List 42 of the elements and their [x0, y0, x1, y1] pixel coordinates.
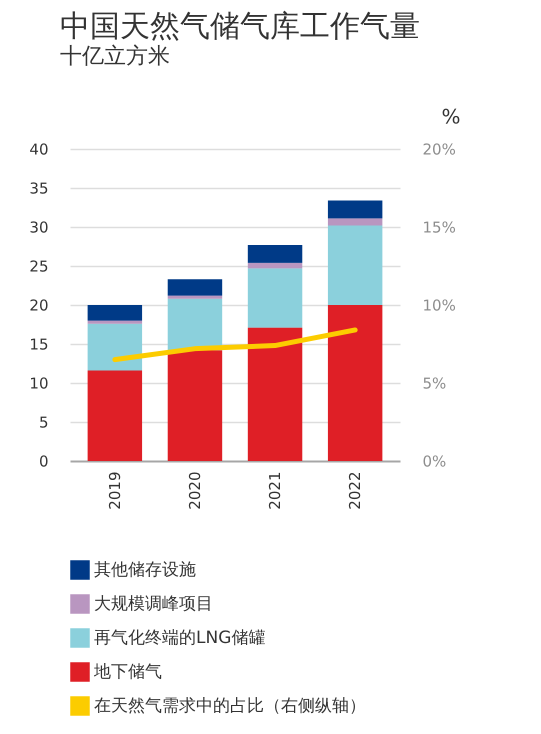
x-tick-label: 2019 — [106, 472, 124, 510]
bar — [328, 305, 382, 461]
bar — [88, 305, 142, 321]
y2-tick-label: 0% — [422, 452, 446, 470]
bar — [88, 370, 142, 461]
y-tick-label: 10 — [29, 374, 48, 392]
legend-label: 地下储气 — [93, 662, 162, 682]
y2-axis-title: % — [441, 104, 460, 128]
x-tick-label: 2020 — [186, 472, 204, 510]
y2-tick-label: 20% — [422, 140, 456, 158]
y2-tick-label: 10% — [422, 296, 456, 314]
y-tick-label: 20 — [29, 296, 48, 314]
legend-label: 大规模调峰项目 — [94, 594, 213, 614]
x-tick-label: 2021 — [266, 472, 284, 510]
legend-label: 在天然气需求中的占比（右侧纵轴） — [94, 696, 366, 716]
bar — [248, 262, 302, 268]
y2-tick-label: 15% — [422, 218, 456, 236]
bar — [88, 324, 142, 371]
y-tick-label: 0 — [38, 452, 48, 470]
bar — [328, 200, 382, 218]
bar — [88, 320, 142, 324]
y-tick-label: 30 — [29, 218, 48, 236]
y2-tick-label: 5% — [422, 374, 446, 392]
bar — [248, 244, 302, 263]
y-tick-label: 40 — [29, 140, 48, 158]
y-tick-label: 35 — [29, 180, 48, 198]
bar — [168, 279, 222, 296]
bar — [248, 268, 302, 328]
y-tick-label: 5 — [38, 414, 48, 432]
legend-label: 其他储存设施 — [94, 560, 196, 580]
bar — [248, 328, 302, 461]
bar — [328, 225, 382, 305]
bar — [328, 218, 382, 226]
x-tick-label: 2022 — [346, 472, 364, 510]
legend-label: 再气化终端的LNG储罐 — [94, 628, 266, 648]
y-tick-label: 15 — [29, 336, 48, 354]
bar — [168, 298, 222, 350]
chart-title: 中国天然气储气库工作气量 — [60, 9, 420, 44]
bar — [168, 296, 222, 299]
bar — [168, 350, 222, 461]
y-tick-label: 25 — [29, 258, 48, 276]
chart-subtitle: 十亿立方米 — [60, 44, 170, 69]
